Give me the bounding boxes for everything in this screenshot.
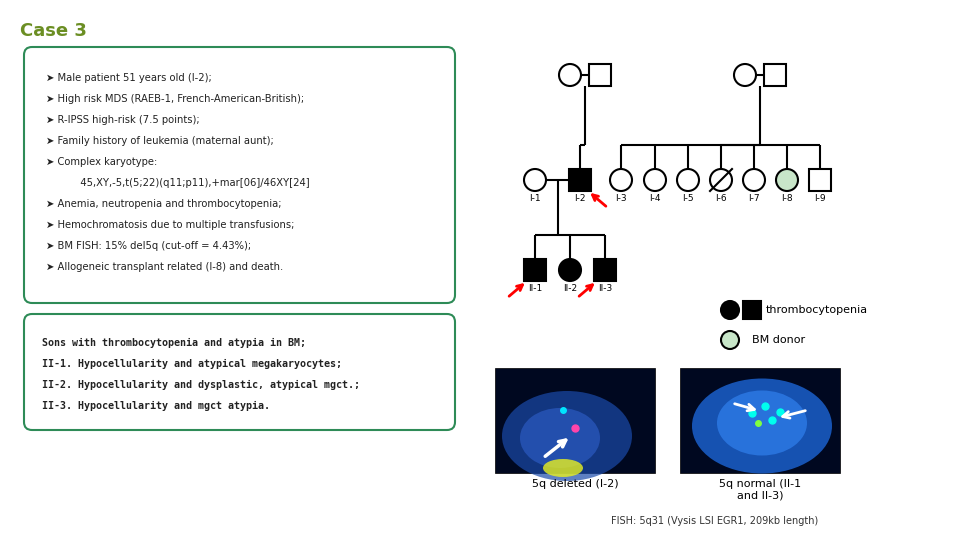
Text: I-7: I-7	[748, 194, 759, 203]
Bar	[809, 169, 831, 191]
Text: ➤ R-IPSS high-risk (7.5 points);: ➤ R-IPSS high-risk (7.5 points);	[46, 115, 200, 125]
Circle shape	[721, 301, 739, 319]
Bar	[589, 64, 611, 86]
Bar	[569, 169, 591, 191]
Circle shape	[721, 331, 739, 349]
Bar	[764, 64, 786, 86]
Bar	[495, 368, 655, 473]
Circle shape	[677, 169, 699, 191]
Text: ➤ Complex karyotype:: ➤ Complex karyotype:	[46, 157, 157, 167]
Text: Case 3: Case 3	[20, 22, 86, 40]
Text: thrombocytopenia: thrombocytopenia	[766, 305, 868, 315]
Ellipse shape	[543, 459, 583, 477]
Text: BM donor: BM donor	[752, 335, 805, 345]
Text: Sons with thrombocytopenia and atypia in BM;: Sons with thrombocytopenia and atypia in…	[42, 338, 306, 348]
Text: II-3. Hypocellularity and mgct atypia.: II-3. Hypocellularity and mgct atypia.	[42, 401, 270, 411]
Text: I-9: I-9	[814, 194, 826, 203]
FancyBboxPatch shape	[24, 47, 455, 303]
Text: II-2. Hypocellularity and dysplastic, atypical mgct.;: II-2. Hypocellularity and dysplastic, at…	[42, 380, 360, 390]
Ellipse shape	[717, 390, 807, 456]
Bar	[594, 259, 616, 281]
FancyBboxPatch shape	[24, 314, 455, 430]
Circle shape	[559, 64, 581, 86]
Text: I-8: I-8	[781, 194, 793, 203]
Circle shape	[710, 169, 732, 191]
Bar	[743, 301, 761, 319]
Text: 45,XY,-5,t(5;22)(q11;p11),+mar[06]/46XY[24]: 45,XY,-5,t(5;22)(q11;p11),+mar[06]/46XY[…	[46, 178, 310, 188]
Bar	[680, 368, 840, 473]
Circle shape	[776, 169, 798, 191]
Text: FISH: 5q31 (Vysis LSI EGR1, 209kb length): FISH: 5q31 (Vysis LSI EGR1, 209kb length…	[612, 516, 819, 526]
Text: 5q normal (II-1
and II-3): 5q normal (II-1 and II-3)	[719, 479, 801, 501]
Text: II-3: II-3	[598, 284, 612, 293]
Circle shape	[743, 169, 765, 191]
Text: I-1: I-1	[529, 194, 540, 203]
Text: ➤ BM FISH: 15% del5q (cut-off = 4.43%);: ➤ BM FISH: 15% del5q (cut-off = 4.43%);	[46, 241, 252, 251]
Text: I-6: I-6	[715, 194, 727, 203]
Circle shape	[734, 64, 756, 86]
Text: II-2: II-2	[563, 284, 577, 293]
Text: II-1: II-1	[528, 284, 542, 293]
Text: ➤ Family history of leukemia (maternal aunt);: ➤ Family history of leukemia (maternal a…	[46, 136, 274, 146]
Text: ➤ Hemochromatosis due to multiple transfusions;: ➤ Hemochromatosis due to multiple transf…	[46, 220, 295, 230]
Text: I-2: I-2	[574, 194, 586, 203]
Circle shape	[524, 169, 546, 191]
Text: ➤ Allogeneic transplant related (I-8) and death.: ➤ Allogeneic transplant related (I-8) an…	[46, 262, 283, 272]
Text: II-1. Hypocellularity and atypical megakaryocytes;: II-1. Hypocellularity and atypical megak…	[42, 359, 342, 369]
Ellipse shape	[502, 391, 632, 481]
Text: ➤ High risk MDS (RAEB-1, French-American-British);: ➤ High risk MDS (RAEB-1, French-American…	[46, 94, 304, 104]
Circle shape	[644, 169, 666, 191]
Bar	[524, 259, 546, 281]
Text: 5q deleted (I-2): 5q deleted (I-2)	[532, 479, 618, 489]
Ellipse shape	[520, 408, 600, 468]
Ellipse shape	[692, 379, 832, 474]
Text: ➤ Male patient 51 years old (I-2);: ➤ Male patient 51 years old (I-2);	[46, 73, 212, 83]
Text: ➤ Anemia, neutropenia and thrombocytopenia;: ➤ Anemia, neutropenia and thrombocytopen…	[46, 199, 281, 209]
Text: I-4: I-4	[649, 194, 660, 203]
Circle shape	[559, 259, 581, 281]
Text: I-5: I-5	[683, 194, 694, 203]
Circle shape	[610, 169, 632, 191]
Text: I-3: I-3	[615, 194, 627, 203]
